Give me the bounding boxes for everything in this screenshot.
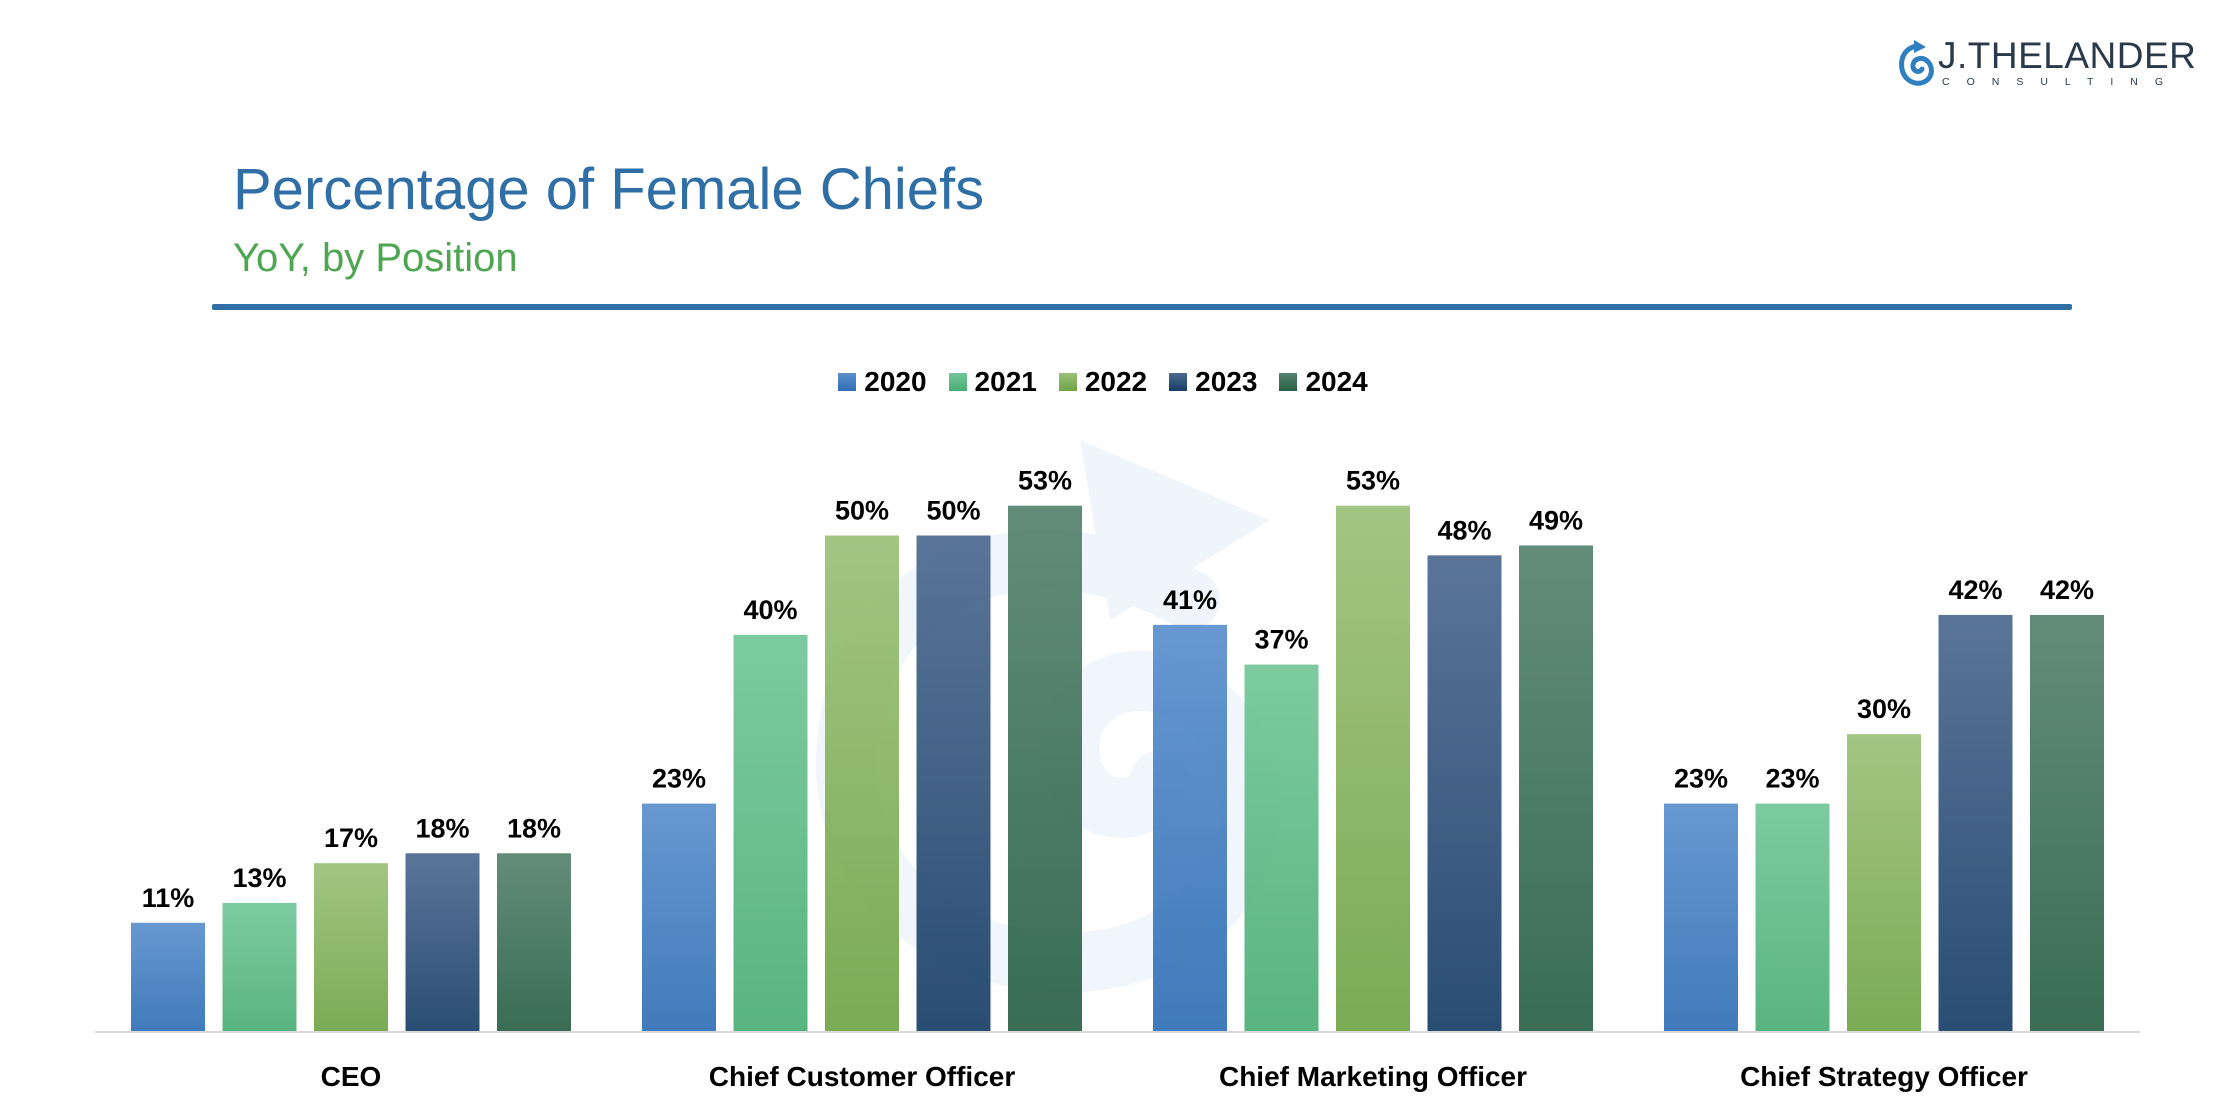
bar-2023-3 <box>1938 614 2013 1032</box>
legend-swatch-2023 <box>1169 373 1188 391</box>
data-label-2021-3: 23% <box>1765 764 1819 794</box>
data-label-2022-1: 50% <box>835 496 889 526</box>
legend-item-2021: 2021 <box>948 366 1037 398</box>
legend-swatch-2021 <box>948 373 967 391</box>
data-label-2020-1: 23% <box>652 764 706 794</box>
bar-2021-2 <box>1244 664 1319 1032</box>
bar-2022-0 <box>314 863 388 1032</box>
legend-label-2022: 2022 <box>1084 366 1148 397</box>
legend-label-2020: 2020 <box>864 366 927 397</box>
category-label-0: CEO <box>321 1061 382 1092</box>
legend-swatch-2022 <box>1058 373 1077 391</box>
bar-2020-1 <box>642 803 716 1032</box>
legend-label-2024: 2024 <box>1305 366 1368 397</box>
data-label-2024-3: 42% <box>2040 575 2094 605</box>
bar-2020-3 <box>1664 803 1738 1032</box>
logo-swirl-icon <box>1899 40 1934 86</box>
data-label-2024-0: 18% <box>507 813 561 843</box>
data-label-2020-0: 11% <box>142 883 195 913</box>
legend-item-2023: 2023 <box>1169 366 1257 398</box>
data-label-2021-2: 37% <box>1254 625 1308 655</box>
bar-2020-2 <box>1153 624 1227 1032</box>
bar-2023-1 <box>916 535 991 1032</box>
bar-2021-1 <box>733 634 808 1032</box>
legend-item-2022: 2022 <box>1058 366 1148 398</box>
category-label-2: Chief Marketing Officer <box>1219 1061 1527 1092</box>
data-label-2023-2: 48% <box>1437 515 1491 545</box>
legend-item-2024: 2024 <box>1279 366 1368 398</box>
bar-2022-3 <box>1847 734 1921 1032</box>
category-label-1: Chief Customer Officer <box>709 1061 1016 1092</box>
data-label-2024-1: 53% <box>1018 466 1072 496</box>
data-label-2022-2: 53% <box>1346 466 1400 496</box>
bar-2020-0 <box>131 922 205 1032</box>
data-label-2020-2: 41% <box>1163 585 1217 615</box>
bar-2024-1 <box>1008 505 1082 1033</box>
data-label-2023-0: 18% <box>415 813 469 843</box>
data-label-2024-2: 49% <box>1529 505 1583 535</box>
legend-label-2023: 2023 <box>1195 366 1258 397</box>
bar-2021-3 <box>1755 803 1830 1032</box>
company-logo: J.THELANDER CONSULTING <box>1896 36 2196 100</box>
bar-2024-0 <box>497 853 571 1032</box>
bar-2024-3 <box>2030 614 2104 1032</box>
data-label-2022-3: 30% <box>1857 694 1911 724</box>
data-label-2023-3: 42% <box>1948 575 2002 605</box>
legend-swatch-2024 <box>1279 373 1298 391</box>
bar-2021-0 <box>222 902 297 1032</box>
legend-item-2020: 2020 <box>838 366 927 398</box>
chart-subtitle: YoY, by Position <box>233 236 518 280</box>
bar-2022-1 <box>825 535 899 1032</box>
bar-2023-2 <box>1427 555 1502 1032</box>
legend: 2020 2021 2022 2023 2024 <box>0 360 2228 404</box>
logo-name: J.THELANDER <box>1938 35 2197 76</box>
title-divider <box>212 304 2072 310</box>
data-label-2021-1: 40% <box>743 595 797 625</box>
chart-title: Percentage of Female Chiefs <box>233 157 985 222</box>
bar-2022-2 <box>1336 505 1410 1033</box>
logo-tagline: CONSULTING <box>1942 76 2181 88</box>
legend-label-2021: 2021 <box>974 366 1037 397</box>
bar-2024-2 <box>1519 545 1593 1032</box>
bar-2023-0 <box>405 853 480 1032</box>
data-label-2021-0: 13% <box>232 863 286 893</box>
legend-swatch-2020 <box>838 373 857 391</box>
data-label-2020-3: 23% <box>1674 764 1728 794</box>
data-label-2023-1: 50% <box>926 496 980 526</box>
category-label-3: Chief Strategy Officer <box>1740 1061 2028 1092</box>
data-label-2022-0: 17% <box>324 823 378 853</box>
